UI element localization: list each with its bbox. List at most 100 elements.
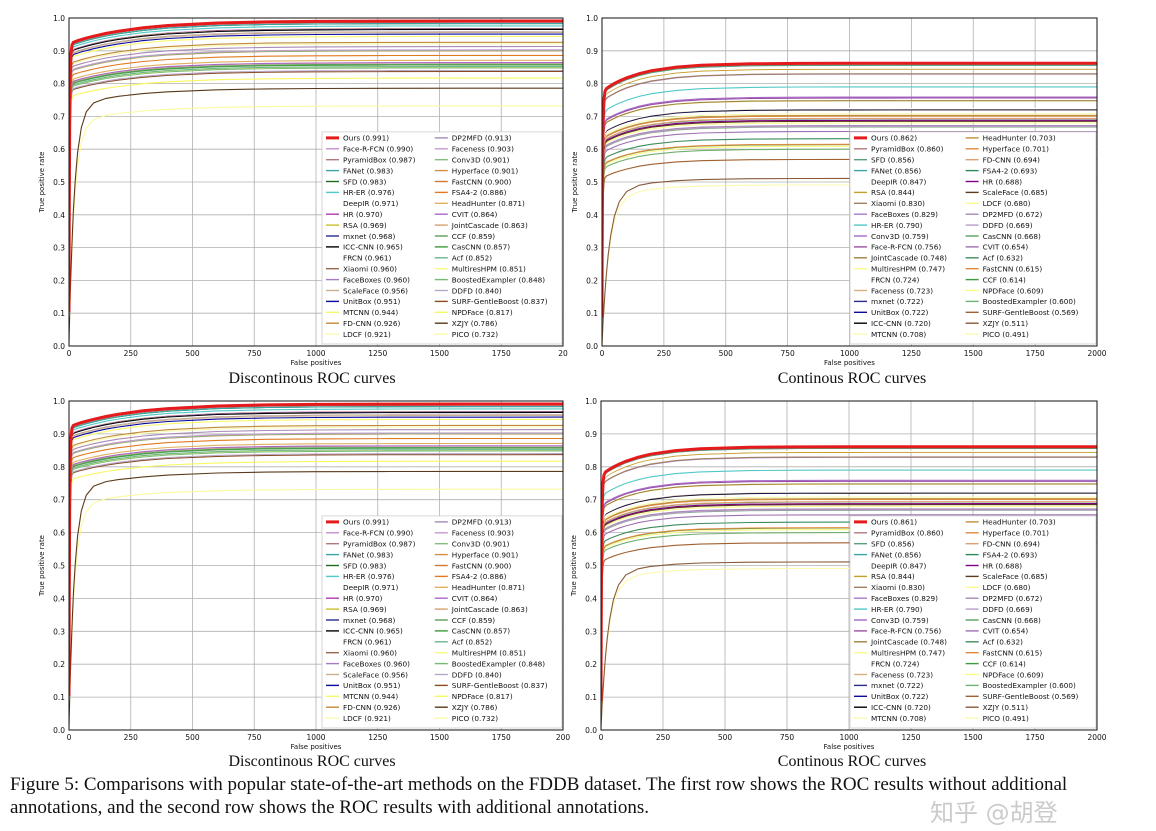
legend-label: RSA (0.969): [343, 221, 387, 230]
legend-item: HR-ER (0.976): [326, 188, 395, 197]
legend-label: Hyperface (0.701): [983, 529, 1050, 538]
legend-label: PICO (0.491): [983, 714, 1029, 723]
legend-label: MTCNN (0.944): [343, 692, 398, 701]
y-tick-label: 0.0: [585, 726, 597, 735]
legend-label: Conv3D (0.901): [452, 156, 510, 165]
legend-item: RSA (0.969): [326, 605, 387, 614]
legend-label: Conv3D (0.901): [452, 540, 510, 549]
legend-label: HR-ER (0.790): [871, 605, 923, 614]
legend-item: FaceBoxes (0.960): [326, 659, 410, 668]
legend-item: BoostedExampler (0.600): [965, 297, 1076, 306]
plot-frame: [600, 400, 1098, 731]
legend-label: SURF-GentleBoost (0.837): [452, 681, 548, 690]
legend-item: CVIT (0.864): [434, 594, 498, 603]
legend-item: UnitBox (0.722): [854, 308, 928, 317]
caption-line-1: Figure 5: Comparisons with popular state…: [10, 774, 1068, 795]
legend-label: XZJY (0.786): [452, 319, 498, 328]
chart-3: 0.0 0.1 0.2 0.3 0.4 0.5 0.6 0.7 0.8 0.9 1.0 0 250 500…: [38, 397, 570, 751]
legend-item: FSA4-2 (0.693): [965, 550, 1037, 559]
x-tick-label: 1000: [839, 733, 858, 742]
y-tick-label: 0.9: [586, 47, 598, 56]
legend-label: UnitBox (0.722): [871, 692, 928, 701]
legend-label: HR (0.970): [343, 594, 383, 603]
legend-item: Conv3D (0.901): [434, 540, 510, 549]
legend-item: FaceBoxes (0.829): [854, 594, 938, 603]
legend-item: UnitBox (0.951): [326, 681, 400, 690]
legend-item: PICO (0.491): [965, 330, 1029, 339]
legend-item: FRCN (0.961): [326, 254, 392, 263]
legend: Ours (0.991) Face-R-FCN (0.990) PyramidBox…: [321, 131, 563, 345]
legend-item: DDFD (0.840): [434, 670, 502, 679]
legend-label: NPDFace (0.817): [452, 308, 513, 317]
legend-label: CCF (0.614): [983, 275, 1026, 284]
legend-label: CCF (0.859): [452, 616, 495, 625]
y-tick-label: 0.2: [586, 276, 598, 285]
legend-label: FRCN (0.724): [871, 659, 920, 668]
legend-label: FaceBoxes (0.960): [343, 659, 410, 668]
legend-label: HeadHunter (0.703): [983, 518, 1056, 527]
y-tick-label: 0.0: [53, 342, 65, 351]
legend-label: FD-CNN (0.694): [983, 156, 1041, 165]
curve-ours: [69, 402, 563, 696]
x-tick-label: 1250: [368, 349, 387, 358]
y-tick-label: 0.0: [53, 726, 65, 735]
legend-item: Face-R-FCN (0.990): [326, 145, 413, 154]
legend-item: JointCascade (0.748): [854, 638, 947, 647]
legend-item: ScaleFace (0.956): [326, 670, 408, 679]
legend-item: UnitBox (0.951): [326, 297, 400, 306]
x-tick-label: 500: [185, 349, 200, 358]
x-tick-label: 750: [247, 349, 262, 358]
curve-xzjy: [602, 177, 1097, 345]
legend-label: FD-CNN (0.926): [343, 319, 401, 328]
x-tick-label: 750: [247, 733, 262, 742]
x-tick-label: 250: [656, 733, 671, 742]
legend-label: DeepIR (0.971): [343, 199, 399, 208]
legend-item: DDFD (0.840): [434, 286, 502, 295]
legend-label: RSA (0.844): [871, 188, 915, 197]
x-tick-label: 1750: [1025, 733, 1044, 742]
x-tick-label: 1500: [964, 349, 983, 358]
legend-item: Acf (0.632): [965, 638, 1023, 647]
y-tick-label: 0.6: [586, 145, 598, 154]
legend-item: MultiresHPM (0.851): [434, 649, 526, 658]
legend-item: ScaleFace (0.685): [965, 572, 1048, 581]
legend-label: Conv3D (0.759): [871, 616, 929, 625]
legend-label: ICC-CNN (0.965): [343, 627, 403, 636]
legend-item: PyramidBox (0.987): [326, 156, 416, 165]
legend-item: mxnet (0.722): [854, 681, 923, 690]
legend-label: MTCNN (0.708): [871, 714, 926, 723]
legend-item: CCF (0.614): [965, 659, 1026, 668]
legend-label: LDCF (0.680): [983, 583, 1031, 592]
legend-label: XZJY (0.786): [452, 703, 498, 712]
legend-item: DP2MFD (0.672): [965, 594, 1042, 603]
chart-1: 0.0 0.1 0.2 0.3 0.4 0.5 0.6 0.7 0.8 0.9 1.0 0 250 500…: [38, 14, 568, 367]
legend-item: Faceness (0.903): [434, 145, 514, 154]
y-tick-label: 0.3: [53, 627, 65, 636]
legend-item: FD-CNN (0.926): [326, 319, 401, 328]
legend-item: mxnet (0.722): [854, 297, 923, 306]
y-tick-label: 0.3: [585, 627, 597, 636]
legend-label: mxnet (0.722): [871, 297, 923, 306]
legend-label: LDCF (0.921): [343, 714, 391, 723]
y-tick-label: 0.9: [53, 430, 65, 439]
x-tick-label: 500: [719, 349, 734, 358]
y-axis-label: True positive rate: [571, 152, 579, 214]
legend-label: HR-ER (0.976): [343, 572, 395, 581]
legend-item: LDCF (0.680): [965, 583, 1031, 592]
legend-label: Ours (0.991): [343, 134, 389, 143]
legend-label: FaceBoxes (0.829): [871, 594, 938, 603]
legend-item: Acf (0.852): [434, 638, 492, 647]
legend-label: PyramidBox (0.860): [871, 145, 944, 154]
legend-label: MTCNN (0.944): [343, 308, 398, 317]
legend-label: UnitBox (0.951): [343, 297, 400, 306]
legend-label: RSA (0.969): [343, 605, 387, 614]
legend-item: XZJY (0.511): [965, 319, 1028, 328]
legend-item: Conv3D (0.759): [854, 232, 929, 241]
legend-item: CVIT (0.654): [965, 243, 1028, 252]
legend-item: HeadHunter (0.871): [434, 199, 525, 208]
x-tick-label: 1250: [902, 349, 921, 358]
legend-label: Faceness (0.723): [871, 670, 933, 679]
legend-label: mxnet (0.968): [343, 616, 395, 625]
legend-item: FANet (0.983): [326, 550, 393, 559]
y-tick-label: 0.2: [585, 660, 597, 669]
